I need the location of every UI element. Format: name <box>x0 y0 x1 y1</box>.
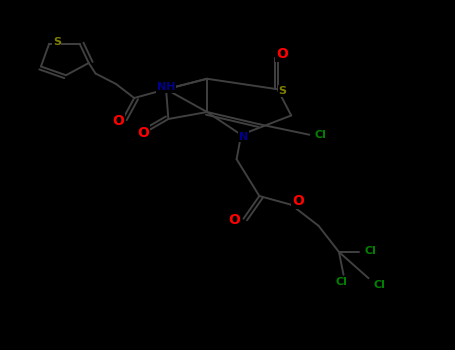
Text: O: O <box>292 194 304 208</box>
Text: O: O <box>112 114 124 128</box>
Text: O: O <box>276 47 288 61</box>
Text: N: N <box>239 132 248 141</box>
Text: O: O <box>112 114 124 128</box>
Text: O: O <box>292 194 304 208</box>
Text: Cl: Cl <box>365 246 377 256</box>
Text: N: N <box>239 132 248 141</box>
Text: S: S <box>53 37 61 47</box>
Text: O: O <box>276 47 288 61</box>
Text: Cl: Cl <box>315 130 327 140</box>
Text: Cl: Cl <box>335 277 347 287</box>
Text: S: S <box>53 37 61 47</box>
Text: Cl: Cl <box>374 280 386 290</box>
Text: O: O <box>228 214 240 228</box>
Text: NH: NH <box>157 83 175 92</box>
Text: S: S <box>278 86 286 96</box>
Text: Cl: Cl <box>315 130 327 140</box>
Text: O: O <box>228 214 240 228</box>
Text: Cl: Cl <box>335 277 347 287</box>
Text: Cl: Cl <box>374 280 386 290</box>
Text: O: O <box>137 126 149 140</box>
Text: S: S <box>278 86 286 96</box>
Text: O: O <box>137 126 149 140</box>
Text: NH: NH <box>157 83 175 92</box>
Text: Cl: Cl <box>365 246 377 256</box>
